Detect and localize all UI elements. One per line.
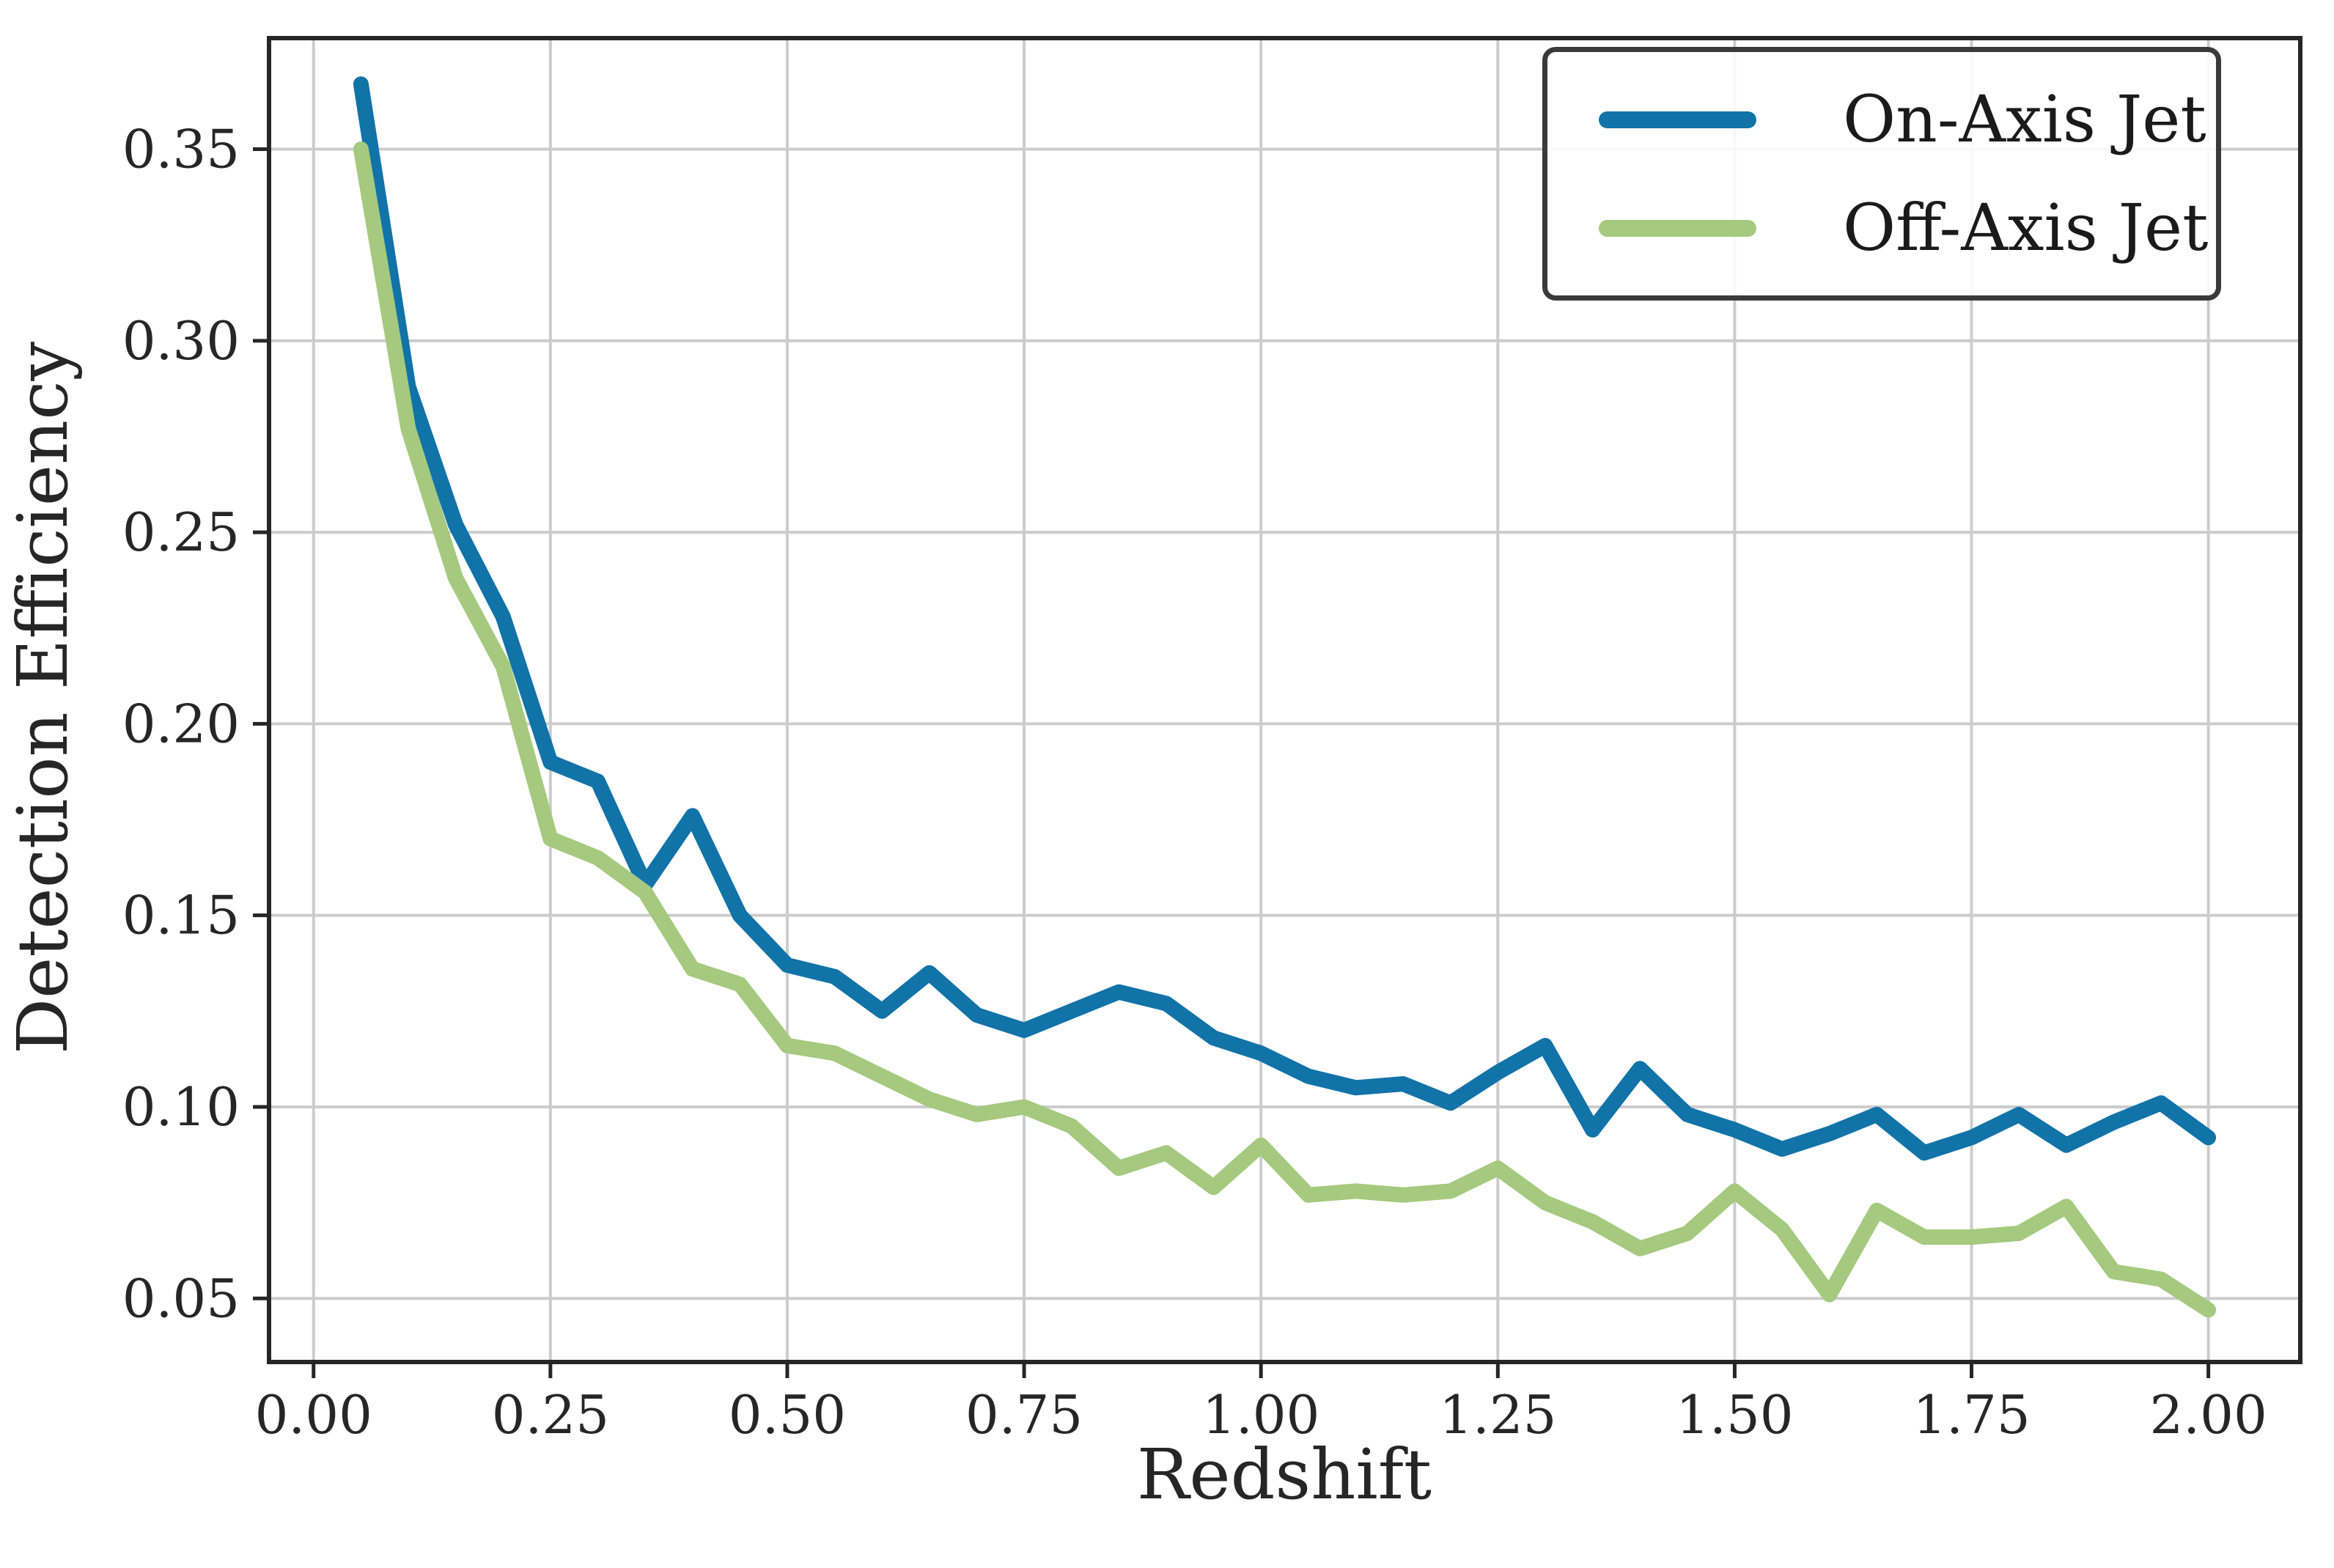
y-tick-label: 0.20 <box>122 693 240 754</box>
y-tick-label: 0.15 <box>122 885 240 946</box>
legend-entry-off-axis: Off-Axis Jet <box>1547 196 2216 260</box>
x-tick-label: 1.00 <box>1202 1384 1319 1446</box>
legend-entry-on-axis: On-Axis Jet <box>1547 87 2216 152</box>
tick-marks <box>253 147 2211 1378</box>
x-tick-label: 0.50 <box>729 1384 846 1446</box>
legend-label-off-axis: Off-Axis Jet <box>1843 190 2209 265</box>
data-series <box>353 76 2217 1318</box>
y-tick-label: 0.10 <box>122 1076 240 1138</box>
on-axis-line-swatch <box>1599 111 1756 128</box>
legend-label-on-axis: On-Axis Jet <box>1843 81 2206 157</box>
tick-labels: 0.00 0.25 0.50 0.75 1.00 1.25 1.50 1.75 2.00 0.05… <box>122 119 2267 1446</box>
x-tick-label: 2.00 <box>2149 1384 2267 1446</box>
x-tick-label: 0.00 <box>255 1384 372 1446</box>
x-tick-label: 1.50 <box>1676 1384 1793 1446</box>
y-tick-label: 0.35 <box>122 119 240 180</box>
x-tick-label: 0.75 <box>965 1384 1083 1446</box>
x-tick-label: 1.75 <box>1913 1384 2030 1446</box>
y-axis-label: Detection Efficiency <box>3 341 84 1055</box>
legend: On-Axis Jet Off-Axis Jet <box>1542 47 2221 301</box>
on-axis-line <box>353 76 2217 1161</box>
x-tick-label: 0.25 <box>492 1384 609 1446</box>
y-tick-label: 0.30 <box>122 310 240 372</box>
gridlines <box>269 38 2300 1362</box>
y-tick-label: 0.25 <box>122 501 240 563</box>
x-axis-label: Redshift <box>1136 1435 1432 1515</box>
x-tick-label: 1.25 <box>1439 1384 1556 1446</box>
off-axis-line-swatch <box>1599 219 1756 237</box>
y-tick-label: 0.05 <box>122 1267 240 1329</box>
axes-frame <box>267 36 2302 1364</box>
off-axis-line <box>353 141 2217 1318</box>
